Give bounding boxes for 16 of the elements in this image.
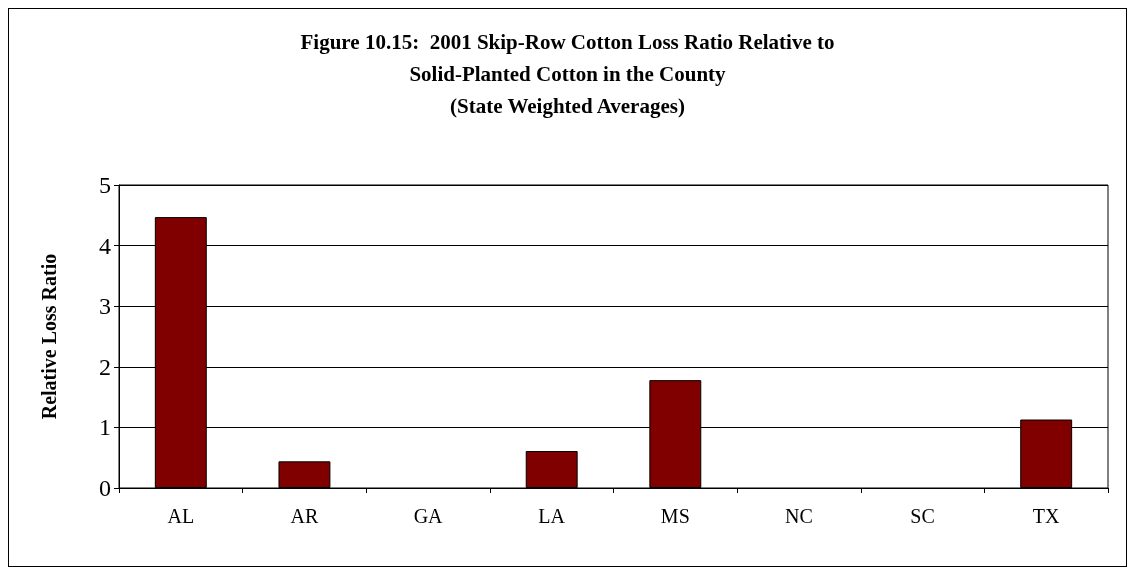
x-tick-label: AL	[167, 505, 195, 527]
x-tick-label: GA	[413, 505, 444, 527]
y-tick-label: 2	[99, 353, 111, 380]
chart-title: Figure 10.15: 2001 Skip-Row Cotton Loss Ratio Relative to Solid-Planted Cotton in the County (State Weighted Averages)	[300, 30, 835, 118]
x-tick-label: LA	[538, 505, 566, 527]
y-tick-label: 1	[99, 414, 111, 441]
y-tick-label: 5	[99, 172, 111, 198]
y-tick-label: 0	[99, 475, 111, 501]
x-tick-label: AR	[290, 505, 319, 527]
x-tick-label: MS	[660, 505, 690, 527]
y-axis-title: Relative Loss Ratio	[38, 253, 60, 420]
x-tick-label: NC	[785, 505, 813, 527]
y-tick-label: 3	[99, 293, 111, 320]
x-tick-label: TX	[1032, 505, 1061, 527]
y-tick-label: 4	[99, 232, 111, 259]
x-tick-label: SC	[910, 505, 935, 527]
